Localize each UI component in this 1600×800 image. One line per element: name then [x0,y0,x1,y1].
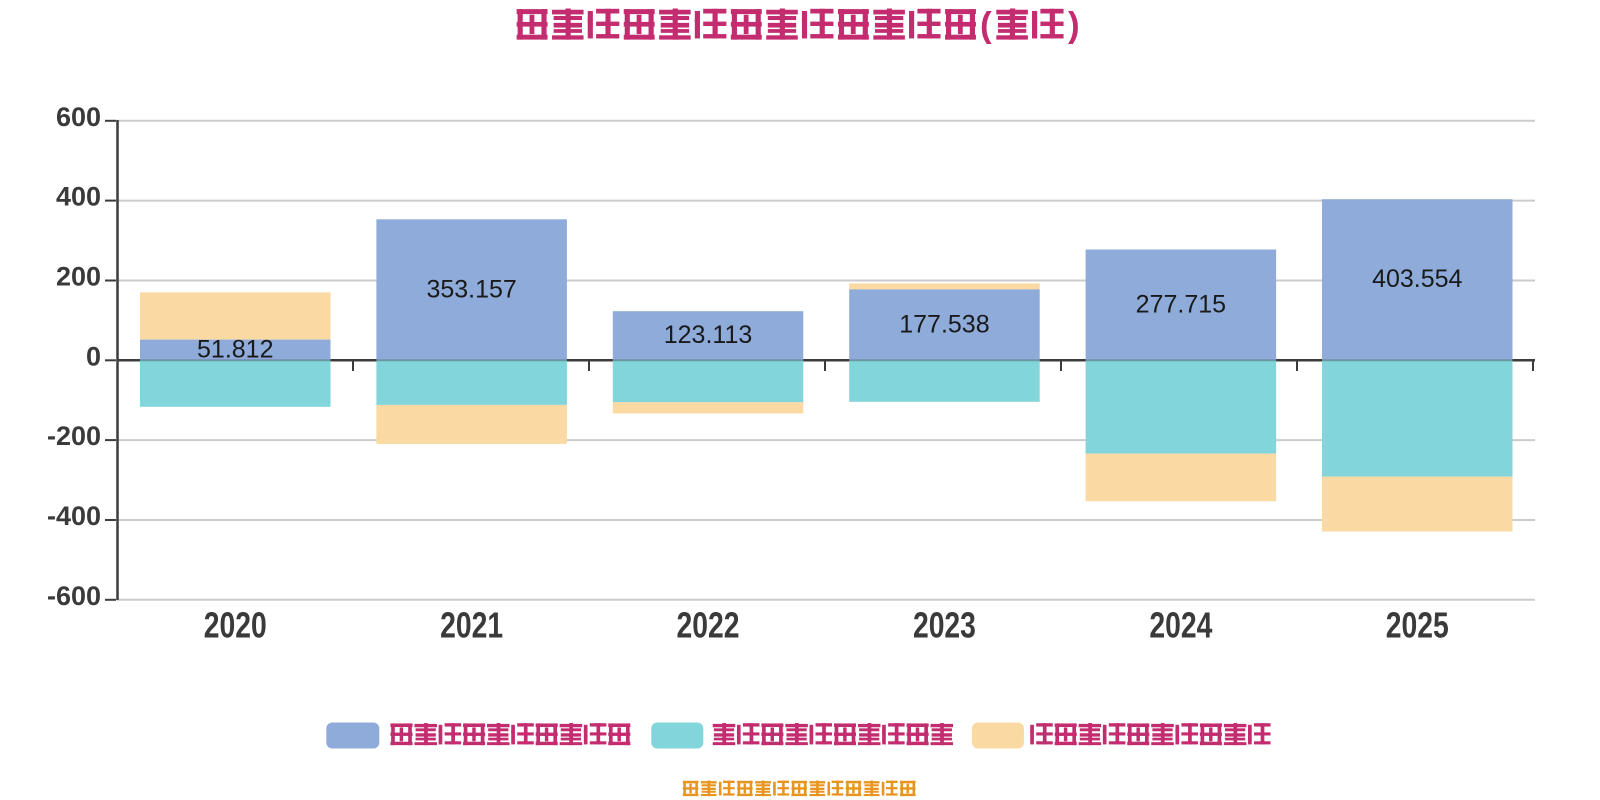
svg-text:400: 400 [56,182,101,212]
svg-text:51.812: 51.812 [197,335,273,363]
svg-text:277.715: 277.715 [1136,290,1226,318]
svg-text:-400: -400 [47,501,101,531]
svg-text:2020: 2020 [204,605,267,646]
svg-text:(: ( [980,6,992,45]
svg-text:2022: 2022 [677,605,740,646]
svg-text:177.538: 177.538 [899,310,989,338]
svg-text:2023: 2023 [913,605,976,646]
svg-text:2024: 2024 [1149,605,1212,646]
svg-text:-600: -600 [47,581,101,611]
svg-text:2025: 2025 [1386,605,1449,646]
svg-text:): ) [1068,6,1080,45]
svg-text:353.157: 353.157 [426,275,516,303]
svg-text:600: 600 [56,102,101,132]
svg-text:0: 0 [86,341,101,371]
svg-text:403.554: 403.554 [1372,265,1462,293]
svg-text:200: 200 [56,262,101,292]
svg-text:2021: 2021 [440,605,503,646]
svg-text:123.113: 123.113 [664,321,753,349]
svg-text:-200: -200 [47,421,101,451]
